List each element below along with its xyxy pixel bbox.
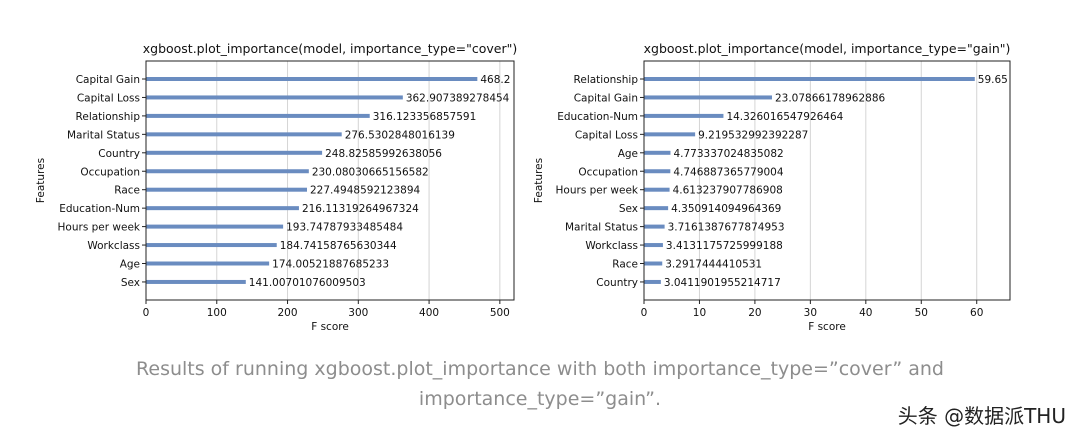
chart1-bar [146,169,309,174]
chart2-data-label: 4.773337024835082 [673,148,783,160]
chart2-data-label: 9.219532992392287 [698,129,808,141]
chart2-data-label: 4.746887365779004 [673,166,784,178]
chart2-category-label: Marital Status [565,222,638,234]
chart1-plot-frame [145,60,515,301]
chart1-ylabel: Features [35,158,47,203]
chart1-data-label: 141.00701076009503 [249,277,366,289]
chart1-data-label: 248.82585992638056 [325,148,442,160]
chart2-bar [644,169,671,174]
chart1-category-label: Marital Status [67,129,140,141]
chart1-category-label: Sex [121,277,140,289]
chart2-bar [644,187,670,192]
caption-line-1: Results of running xgboost.plot_importan… [136,358,944,380]
chart1-xtick-label: 200 [278,307,298,319]
chart1-xtick-label: 0 [143,307,150,319]
chart2-xtick-label: 40 [859,307,872,319]
chart2-bar [644,132,696,137]
chart2-category-label: Country [596,277,638,289]
chart1-category-label: Country [98,148,140,160]
chart1-bar [146,206,299,211]
chart2-data-label: 59.65 [978,74,1008,86]
chart1-data-label: 316.123356857591 [373,111,477,123]
chart2-category-label: Capital Loss [575,129,638,141]
chart2-bar [644,150,671,155]
chart2-xtick-label: 0 [641,307,648,319]
chart2-category-label: Age [618,148,638,160]
chart1-data-label: 468.2 [480,74,510,86]
chart1-bar [146,113,370,118]
chart2-bar [644,261,663,266]
chart2-ylabel: Features [533,158,545,203]
chart2-category-label: Relationship [574,74,639,86]
chart2-data-label: 3.4131175725999188 [666,240,783,252]
chart2-data-label: 4.613237907786908 [673,185,783,197]
chart2-bar [644,95,772,100]
chart1-data-label: 362.907389278454 [406,92,510,104]
chart2-bar [644,206,669,211]
chart1-category-label: Hours per week [58,222,141,234]
chart2-bar [644,224,665,229]
chart2-data-label: 3.2917444410531 [665,259,762,271]
chart1-xtick-label: 300 [348,307,368,319]
watermark: 头条 @数据派THU [897,404,1066,428]
chart1-category-label: Relationship [76,111,141,123]
chart1-data-label: 227.4948592123894 [310,185,421,197]
chart1-category-label: Education-Num [59,203,140,215]
chart1-bar [146,279,246,284]
figure-caption: Results of running xgboost.plot_importan… [0,354,1080,414]
chart1-bar [146,187,307,192]
chart2-category-label: Sex [619,203,638,215]
chart2-xtick-label: 50 [915,307,928,319]
chart1-data-label: 230.08030665156582 [312,166,429,178]
chart1-bar [146,77,478,81]
chart1-category-label: Race [114,185,140,197]
chart2-xtick-label: 60 [970,307,983,319]
chart1-category-label: Age [120,259,140,271]
chart1-xtick-label: 400 [419,307,439,319]
chart1-category-label: Occupation [80,166,140,178]
chart1-category-label: Workclass [87,240,140,252]
caption-line-2: importance_type=”gain”. [418,388,662,410]
chart2-bar [644,77,975,81]
chart2-data-label: 3.7161387677874953 [668,222,785,234]
chart1-data-label: 216.11319264967324 [302,203,419,215]
chart2-bar [644,243,663,248]
chart1-bar [146,261,270,266]
chart2-title: xgboost.plot_importance(model, importanc… [644,41,1011,56]
chart2-xtick-label: 10 [693,307,706,319]
chart1-bar [146,224,284,229]
chart1-category-label: Capital Gain [76,74,140,86]
chart2-bar [644,113,724,118]
chart1-xlabel: F score [311,321,349,333]
chart2-xtick-label: 20 [748,307,761,319]
chart1-bar [146,132,342,137]
chart1-bar [146,243,277,248]
chart2-category-label: Education-Num [557,111,638,123]
chart2-data-label: 3.0411901955214717 [664,277,781,289]
chart1-data-label: 193.74787933485484 [286,222,403,234]
chart2-category-label: Capital Gain [574,92,638,104]
chart2-plot-frame [643,60,1011,301]
chart2-category-label: Occupation [578,166,638,178]
chart1-data-label: 276.5302848016139 [345,129,455,141]
chart1-xtick-label: 100 [207,307,227,319]
chart2-category-label: Workclass [585,240,638,252]
chart2-bar [644,279,661,284]
chart1-data-label: 174.00521887685233 [272,259,389,271]
chart1-bar [146,95,403,100]
chart2-data-label: 23.07866178962886 [775,92,886,104]
chart2-xlabel: F score [808,321,846,333]
chart2-xtick-label: 30 [804,307,817,319]
chart1-bar [146,150,323,155]
chart1-title: xgboost.plot_importance(model, importanc… [143,41,518,56]
chart1-xtick-label: 500 [490,307,510,319]
chart1-data-label: 184.74158765630344 [280,240,397,252]
chart2-data-label: 4.350914094964369 [671,203,781,215]
chart2-category-label: Hours per week [556,185,639,197]
chart1-category-label: Capital Loss [77,92,140,104]
chart2-category-label: Race [612,259,638,271]
chart2-data-label: 14.326016547926464 [726,111,843,123]
